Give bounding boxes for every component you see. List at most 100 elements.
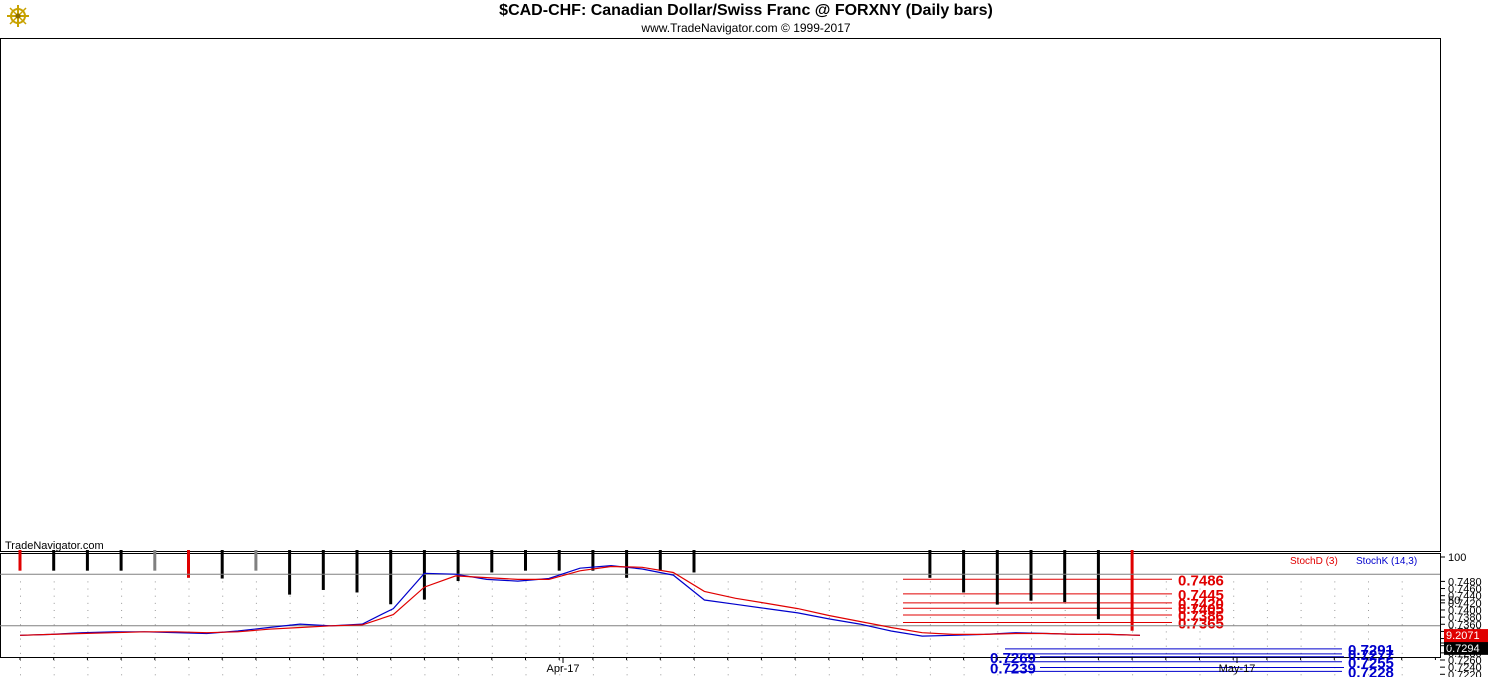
grid-dot (626, 581, 628, 583)
grid-dot (1401, 631, 1403, 633)
grid-dot (1368, 581, 1369, 583)
grid-dot (121, 624, 123, 626)
grid-dot (390, 609, 392, 611)
chart-title: $CAD-CHF: Canadian Dollar/Swiss Franc @ … (499, 2, 993, 19)
grid-dot (997, 638, 999, 640)
grid-dot (1199, 660, 1201, 662)
grid-dot (491, 609, 493, 611)
grid-dot (323, 624, 325, 626)
price-axis-label: 0.7240 (1448, 662, 1482, 674)
grid-dot (1300, 652, 1302, 654)
grid-dot (1132, 638, 1134, 640)
grid-dot (20, 581, 21, 583)
grid-dot (592, 645, 594, 647)
grid-dot (458, 631, 460, 633)
grid-dot (424, 602, 426, 604)
grid-dot (997, 660, 999, 662)
grid-dot (121, 638, 123, 640)
grid-dot (1300, 602, 1302, 604)
grid-dot (828, 602, 830, 604)
grid-dot (862, 638, 864, 640)
grid-dot (862, 631, 864, 633)
grid-dot (660, 581, 662, 583)
grid-dot (896, 602, 898, 604)
grid-dot (1266, 624, 1268, 626)
grid-dot (525, 624, 527, 626)
support-label: 0.7291 (1348, 642, 1394, 659)
grid-dot (154, 595, 156, 597)
stoch-axis-label: 50 (1448, 595, 1460, 607)
grid-dot (357, 617, 358, 619)
grid-dot (357, 645, 358, 647)
grid-dot (222, 595, 224, 597)
grid-dot (862, 652, 864, 654)
grid-dot (87, 660, 89, 662)
grid-dot (963, 660, 965, 662)
grid-dot (323, 602, 325, 604)
grid-dot (188, 660, 190, 662)
grid-dot (491, 631, 493, 633)
grid-dot (727, 652, 729, 654)
grid-dot (559, 624, 561, 626)
grid-dot (1401, 588, 1403, 590)
grid-dot (154, 624, 156, 626)
grid-dot (761, 602, 763, 604)
grid-dot (357, 667, 358, 669)
grid-dot (1368, 602, 1369, 604)
grid-dot (424, 674, 426, 676)
grid-dot (1368, 638, 1369, 640)
grid-dot (1233, 609, 1235, 611)
resistance-label: 0.7365 (1178, 615, 1224, 632)
grid-dot (255, 652, 257, 654)
grid-dot (896, 617, 898, 619)
grid-dot (997, 609, 999, 611)
grid-dot (87, 609, 89, 611)
grid-dot (222, 588, 224, 590)
grid-dot (997, 617, 999, 619)
grid-dot (694, 609, 695, 611)
grid-dot (53, 631, 55, 633)
grid-dot (1031, 638, 1032, 640)
grid-dot (997, 631, 999, 633)
grid-dot (255, 624, 257, 626)
grid-dot (121, 674, 123, 676)
grid-dot (87, 667, 89, 669)
grid-dot (525, 588, 527, 590)
grid-dot (525, 602, 527, 604)
grid-dot (255, 581, 257, 583)
grid-dot (1334, 588, 1336, 590)
grid-dot (761, 624, 763, 626)
stoch-series-line (19, 565, 1141, 636)
grid-dot (997, 624, 999, 626)
grid-dot (929, 617, 931, 619)
grid-dot (626, 638, 628, 640)
grid-dot (289, 645, 291, 647)
stoch-panel-frame (0, 553, 1441, 658)
grid-dot (795, 581, 797, 583)
grid-dot (592, 588, 594, 590)
last-price-tag (1444, 641, 1488, 655)
grid-dot (963, 595, 965, 597)
grid-dot (357, 638, 358, 640)
grid-dot (222, 602, 224, 604)
grid-dot (154, 674, 156, 676)
grid-dot (1199, 652, 1201, 654)
grid-dot (694, 617, 695, 619)
grid-dot (87, 581, 89, 583)
grid-dot (323, 652, 325, 654)
grid-dot (559, 674, 561, 676)
grid-dot (896, 624, 898, 626)
price-axis-label: 0.7360 (1448, 619, 1482, 631)
grid-dot (963, 617, 965, 619)
grid-dot (660, 617, 662, 619)
grid-dot (357, 652, 358, 654)
grid-dot (694, 645, 695, 647)
grid-dot (1098, 638, 1100, 640)
grid-dot (761, 595, 763, 597)
grid-dot (458, 581, 460, 583)
grid-dot (694, 581, 695, 583)
grid-dot (1098, 624, 1100, 626)
grid-dot (828, 631, 830, 633)
grid-dot (20, 652, 21, 654)
